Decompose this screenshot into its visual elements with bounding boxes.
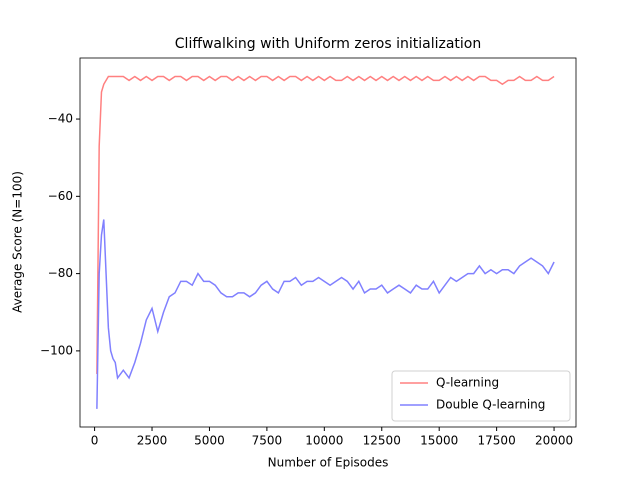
x-tick-label: 2500	[137, 434, 168, 448]
x-tick-label: 15000	[420, 434, 458, 448]
legend-box	[391, 370, 571, 422]
y-axis-label: Average Score (N=100)	[11, 171, 25, 313]
x-tick-label: 20000	[535, 434, 573, 448]
x-tick-label: 5000	[194, 434, 225, 448]
plot-frame	[79, 57, 577, 428]
x-tick-label: 0	[91, 434, 99, 448]
y-tick-label: −80	[48, 266, 73, 280]
line-series	[96, 219, 555, 409]
y-tick-label: −100	[40, 343, 73, 357]
chart-title: Cliffwalking with Uniform zeros initiali…	[175, 36, 481, 52]
x-tick-label: 17500	[478, 434, 516, 448]
x-tick-label: 10000	[305, 434, 343, 448]
x-tick-label: 12500	[363, 434, 401, 448]
legend-label: Double Q-learning	[436, 398, 545, 412]
x-tick-label: 7500	[252, 434, 283, 448]
line-series	[96, 75, 555, 375]
y-tick-label: −40	[48, 112, 73, 126]
y-tick-label: −60	[48, 189, 73, 203]
legend-label: Q-learning	[436, 376, 499, 390]
x-axis-label: Number of Episodes	[268, 456, 389, 470]
